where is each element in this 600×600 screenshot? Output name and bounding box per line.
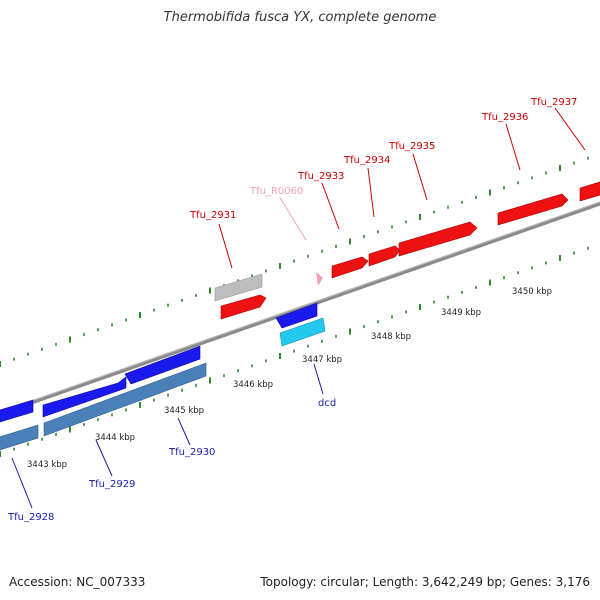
leader-dcd [313,363,324,395]
gene-Tfu_2931[interactable] [220,294,267,320]
gene-Tfu_R0060[interactable] [316,272,323,286]
map-title: Thermobifida fusca YX, complete genome [163,10,437,25]
label-Tfu_R0060[interactable]: Tfu_R0060 [249,186,303,197]
genome-summary-text: Topology: circular; Length: 3,642,249 bp… [260,575,590,589]
genome-backbone-highlight [0,201,600,413]
reverse-genes [0,302,326,453]
label-Tfu_2935[interactable]: Tfu_2935 [388,141,435,152]
label-Tfu_2934[interactable]: Tfu_2934 [343,155,390,166]
gene-Tfu_2934[interactable] [368,245,401,267]
gene-dcd[interactable] [275,302,318,329]
scale-labels: 3443 kbp 3444 kbp 3445 kbp 3446 kbp 3447… [27,287,552,470]
leader-Tfu_2930 [177,417,191,446]
gene-Tfu_2931-pseudo[interactable] [214,273,263,302]
leader-Tfu_2929 [95,439,113,477]
scale-label: 3444 kbp [95,433,135,443]
leader-Tfu_2936 [505,123,521,171]
gene-Tfu_2936[interactable] [497,193,569,226]
upper-tick-row [0,156,589,367]
gene-Tfu_2933[interactable] [331,256,369,279]
leader-Tfu_2933 [321,182,340,230]
leader-Tfu_2934 [367,167,375,218]
scale-label: 3446 kbp [233,380,273,390]
scale-label: 3449 kbp [441,308,481,318]
label-Tfu_2929[interactable]: Tfu_2929 [88,479,135,490]
scale-label: 3445 kbp [164,406,204,416]
gene-Tfu_2937[interactable] [579,179,600,202]
scale-label: 3450 kbp [512,287,552,297]
scale-label: 3447 kbp [302,355,342,365]
forward-genes [214,179,600,320]
scale-label: 3448 kbp [371,332,411,342]
gene-Tfu_2930[interactable] [124,345,201,385]
label-dcd[interactable]: dcd [318,398,336,409]
leader-Tfu_2935 [412,153,428,201]
leader-Tfu_2931 [218,223,233,269]
gene-dcd-secondary[interactable] [279,317,326,347]
reverse-labels: Tfu_2928 Tfu_2929 Tfu_2930 dcd [7,398,336,523]
reverse-leaders [11,363,324,509]
genome-backbone [0,201,600,416]
label-Tfu_2933[interactable]: Tfu_2933 [297,171,344,182]
gene-Tfu_2929-secondary[interactable] [43,362,207,437]
leader-Tfu_2928 [11,457,33,509]
label-Tfu_2928[interactable]: Tfu_2928 [7,512,54,523]
leader-Tfu_R0060 [279,197,307,241]
gene-Tfu_2928[interactable] [0,399,34,425]
scale-label: 3443 kbp [27,460,67,470]
gene-Tfu_2935[interactable] [398,221,478,257]
accession-text: Accession: NC_007333 [9,575,146,589]
gene-Tfu_2929[interactable] [42,376,127,418]
label-Tfu_2931[interactable]: Tfu_2931 [189,210,236,221]
label-Tfu_2930[interactable]: Tfu_2930 [168,447,215,458]
gene-Tfu_2928-secondary[interactable] [0,424,39,453]
forward-labels: Tfu_2931 Tfu_R0060 Tfu_2933 Tfu_2934 Tfu… [189,97,577,221]
leader-Tfu_2937 [554,107,586,151]
label-Tfu_2937[interactable]: Tfu_2937 [530,97,577,108]
label-Tfu_2936[interactable]: Tfu_2936 [481,112,528,123]
lower-tick-row [0,246,589,457]
forward-leaders [218,107,586,269]
